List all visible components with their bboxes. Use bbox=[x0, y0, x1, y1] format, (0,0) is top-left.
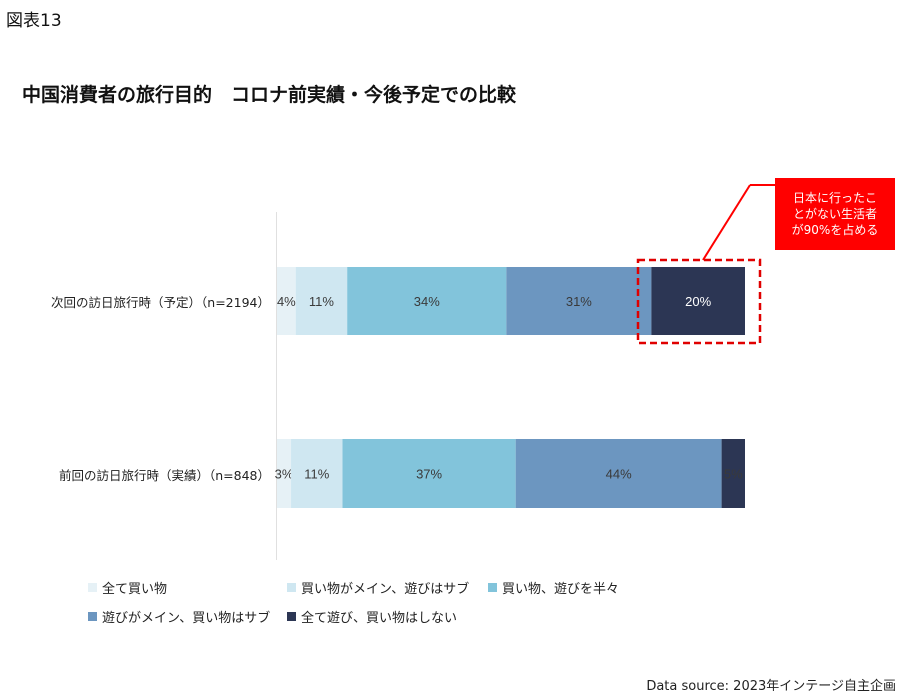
legend-item: 全て遊び、買い物はしない bbox=[287, 607, 457, 626]
legend-label: 全て買い物 bbox=[102, 582, 168, 597]
annotation-callout: 日本に行ったこ とがない生活者 が90%を占める bbox=[775, 178, 895, 250]
legend-label: 全て遊び、買い物はしない bbox=[301, 611, 458, 626]
highlight-box bbox=[636, 258, 762, 345]
legend-swatch bbox=[287, 583, 296, 592]
legend-swatch bbox=[287, 612, 296, 621]
legend-swatch bbox=[488, 583, 497, 592]
bar-segment bbox=[721, 439, 745, 508]
bar-segment bbox=[291, 439, 343, 508]
data-label: 5% bbox=[724, 467, 743, 482]
bar-segment bbox=[506, 267, 652, 335]
legend-label: 買い物がメイン、遊びはサブ bbox=[301, 582, 470, 597]
legend-item: 全て買い物 bbox=[88, 578, 167, 597]
annotation-line: 日本に行ったこ bbox=[792, 191, 877, 205]
data-label: 37% bbox=[416, 467, 442, 482]
legend-label: 遊びがメイン、買い物はサブ bbox=[102, 611, 271, 626]
bar-segment bbox=[347, 267, 507, 335]
category-label: 次回の訪日旅行時（予定）（n=2194） bbox=[51, 295, 270, 310]
bar-segment bbox=[342, 439, 516, 508]
bar-segment bbox=[277, 267, 296, 335]
data-label: 20% bbox=[685, 294, 711, 309]
data-label: 44% bbox=[606, 467, 632, 482]
bar-segment bbox=[651, 267, 745, 335]
data-label: 31% bbox=[566, 294, 592, 309]
figure-label: 図表13 bbox=[6, 11, 62, 31]
data-source: Data source: 2023年インテージ自主企画 bbox=[646, 679, 896, 691]
data-label: 11% bbox=[304, 467, 329, 482]
data-label: 11% bbox=[309, 294, 334, 309]
bar-segment bbox=[295, 267, 348, 335]
chart-title: 中国消費者の旅行目的 コロナ前実績・今後予定での比較 bbox=[22, 84, 517, 106]
legend-label: 買い物、遊びを半々 bbox=[502, 582, 620, 597]
legend-item: 買い物がメイン、遊びはサブ bbox=[287, 578, 469, 597]
callout-connector bbox=[702, 184, 751, 261]
bar-segment bbox=[515, 439, 722, 508]
annotation-line: が90%を占める bbox=[791, 223, 879, 237]
data-label: 4% bbox=[277, 294, 296, 309]
data-label: 3% bbox=[275, 467, 294, 482]
bar-segment bbox=[277, 439, 292, 508]
legend-swatch bbox=[88, 612, 97, 621]
legend-item: 遊びがメイン、買い物はサブ bbox=[88, 607, 270, 626]
category-label: 前回の訪日旅行時（実績）（n=848） bbox=[58, 468, 270, 483]
legend-item: 買い物、遊びを半々 bbox=[488, 578, 619, 597]
data-label: 34% bbox=[414, 294, 440, 309]
legend-swatch bbox=[88, 583, 97, 592]
annotation-line: とがない生活者 bbox=[792, 207, 877, 221]
